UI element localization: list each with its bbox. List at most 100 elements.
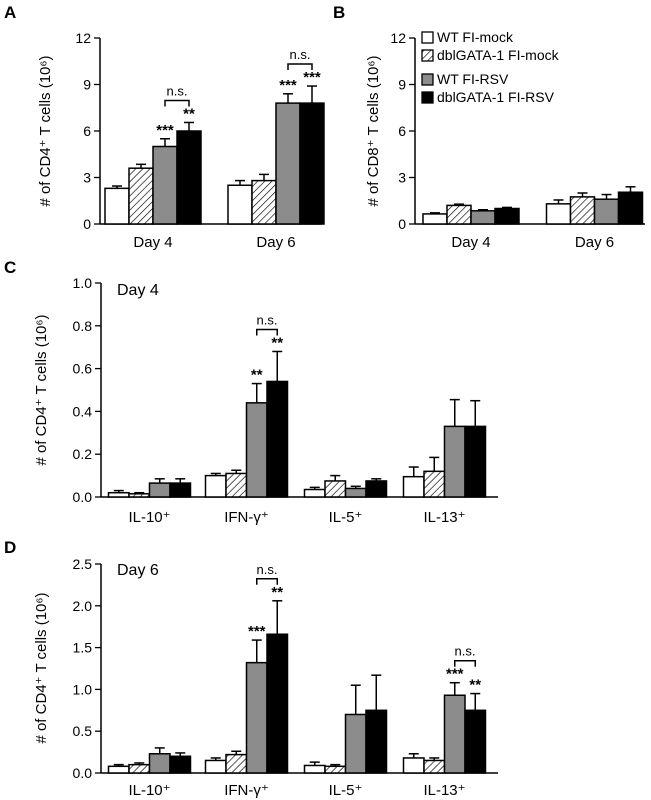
bar-2 bbox=[148, 753, 171, 774]
bar-3 bbox=[169, 755, 192, 774]
y-tick-label: 12 bbox=[75, 30, 91, 46]
y-tick-label: 0.6 bbox=[73, 361, 93, 377]
legend-swatch bbox=[421, 73, 434, 86]
y-tick-label: 12 bbox=[390, 30, 406, 46]
bar-2 bbox=[443, 425, 466, 498]
bar-1 bbox=[446, 204, 472, 225]
bar-3 bbox=[266, 633, 289, 774]
panel-label: B bbox=[333, 3, 345, 22]
panel-annotation: Day 6 bbox=[117, 562, 159, 579]
y-tick-label: 9 bbox=[83, 77, 91, 93]
bar-3 bbox=[464, 709, 487, 774]
bar-1 bbox=[128, 493, 151, 498]
bar-3 bbox=[494, 207, 520, 225]
significance-marker: ** bbox=[183, 105, 195, 122]
y-tick-label: 6 bbox=[83, 123, 91, 139]
y-tick-label: 0.2 bbox=[73, 446, 93, 462]
category-label: IL-13⁺ bbox=[423, 509, 465, 526]
bar-1 bbox=[225, 472, 248, 498]
significance-marker: *** bbox=[303, 69, 321, 86]
ns-label: n.s. bbox=[257, 562, 278, 577]
ns-label: n.s. bbox=[167, 83, 188, 98]
bar-1 bbox=[423, 759, 446, 774]
y-tick-label: 0.5 bbox=[73, 723, 93, 739]
ns-label: n.s. bbox=[455, 644, 476, 659]
significance-marker: *** bbox=[446, 666, 464, 683]
bar-1 bbox=[128, 763, 151, 774]
panel-label: C bbox=[4, 258, 16, 277]
bar-2 bbox=[245, 661, 268, 774]
bar-1 bbox=[251, 179, 277, 225]
y-tick-label: 3 bbox=[398, 170, 406, 186]
bar-1 bbox=[324, 765, 347, 774]
bar-1 bbox=[324, 480, 347, 498]
y-axis-label: # of CD4⁺ T cells (10⁶) bbox=[33, 314, 50, 465]
category-label: IL-5⁺ bbox=[329, 782, 363, 799]
category-label: IFN-γ⁺ bbox=[224, 509, 269, 526]
bar-3 bbox=[169, 482, 192, 498]
y-tick-label: 2.0 bbox=[73, 598, 93, 614]
bar-3 bbox=[617, 191, 644, 225]
significance-marker: ** bbox=[251, 367, 263, 384]
bar-2 bbox=[245, 402, 268, 498]
bar-0 bbox=[204, 759, 227, 774]
bar-3 bbox=[266, 380, 289, 498]
category-label: IL-10⁺ bbox=[128, 509, 170, 526]
y-tick-label: 0 bbox=[398, 216, 406, 232]
bar-0 bbox=[107, 765, 130, 774]
bar-0 bbox=[104, 187, 130, 225]
bar-3 bbox=[176, 130, 202, 225]
category-label: IL-10⁺ bbox=[128, 782, 170, 799]
bar-2 bbox=[275, 102, 301, 225]
ns-label: n.s. bbox=[290, 47, 311, 62]
ns-bracket bbox=[256, 328, 278, 336]
y-tick-label: 1.0 bbox=[73, 275, 93, 291]
category-label: IL-13⁺ bbox=[423, 782, 465, 799]
panel-label: A bbox=[4, 3, 16, 22]
bar-1 bbox=[225, 753, 248, 774]
category-label: Day 6 bbox=[575, 234, 614, 251]
legend: WT FI-mock dblGATA-1 FI-mock WT FI-RSV dblG… bbox=[421, 29, 560, 105]
bar-2 bbox=[443, 694, 466, 774]
bar-0 bbox=[227, 184, 253, 225]
category-label: IFN-γ⁺ bbox=[224, 782, 269, 799]
panel-C: C 0.0 0.2 0.4 0.6 0.8 1.0 # of CD4⁺ T cells (10… bbox=[4, 258, 498, 526]
y-tick-label: 0.4 bbox=[73, 403, 93, 419]
panel-B: B 0 3 6 9 12 # of CD8⁺ T cells (10⁶) Day 4 Day 6 bbox=[333, 3, 645, 251]
panel-D: D 0.0 0.5 1.0 1.5 2.0 2.5 # of CD4⁺ T cells (10… bbox=[4, 538, 498, 799]
ns-bracket bbox=[454, 659, 476, 667]
bar-1 bbox=[128, 167, 154, 225]
ns-label: n.s. bbox=[257, 312, 278, 327]
bar-0 bbox=[402, 475, 425, 498]
bar-3 bbox=[299, 102, 325, 225]
significance-marker: *** bbox=[248, 623, 266, 640]
y-tick-label: 0.0 bbox=[73, 489, 93, 505]
bar-2 bbox=[470, 210, 496, 225]
y-tick-label: 2.5 bbox=[73, 556, 93, 572]
significance-marker: ** bbox=[469, 677, 481, 694]
panel-A: A 0 3 6 9 12 # of CD4⁺ T cells (10⁶) Day 4 Day 6… bbox=[4, 3, 325, 251]
bar-0 bbox=[204, 474, 227, 498]
bar-0 bbox=[303, 488, 326, 498]
legend-swatch bbox=[421, 31, 434, 44]
legend-label: dblGATA-1 FI-mock bbox=[437, 47, 560, 63]
y-axis-label: # of CD8⁺ T cells (10⁶) bbox=[365, 55, 382, 206]
legend-label: WT FI-RSV bbox=[437, 71, 509, 87]
panel-annotation: Day 4 bbox=[117, 282, 159, 299]
y-tick-label: 1.5 bbox=[73, 640, 93, 656]
y-tick-label: 6 bbox=[398, 123, 406, 139]
y-tick-label: 0.0 bbox=[73, 765, 93, 781]
bar-3 bbox=[464, 425, 487, 498]
bar-0 bbox=[422, 213, 448, 225]
ns-bracket bbox=[256, 578, 278, 585]
bar-3 bbox=[365, 709, 388, 774]
legend-label: WT FI-mock bbox=[437, 29, 514, 45]
significance-marker: *** bbox=[156, 122, 174, 139]
bar-2 bbox=[148, 482, 171, 498]
y-axis-label: # of CD4⁺ T cells (10⁶) bbox=[37, 55, 54, 206]
bar-0 bbox=[107, 491, 130, 498]
category-label: Day 4 bbox=[451, 234, 490, 251]
bar-0 bbox=[545, 203, 572, 225]
y-tick-label: 0.8 bbox=[73, 318, 93, 334]
